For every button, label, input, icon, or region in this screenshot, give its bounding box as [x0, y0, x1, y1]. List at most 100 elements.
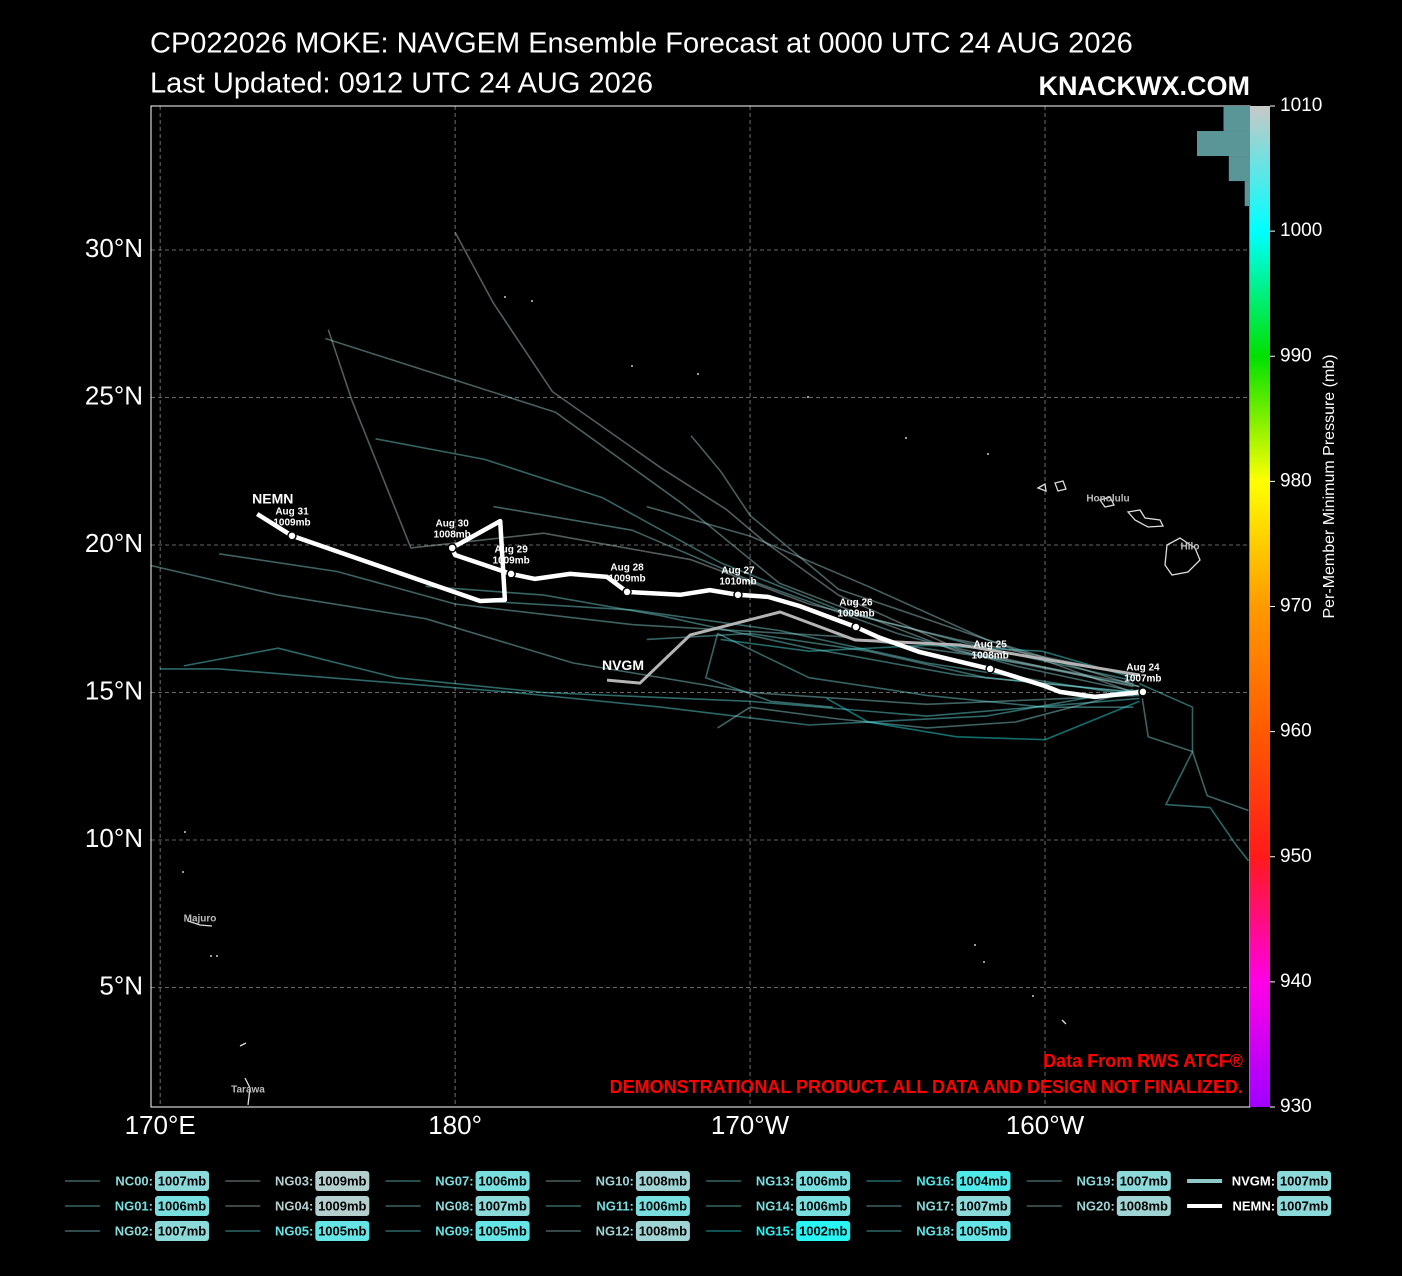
forecast-point [447, 543, 457, 553]
pressure-label: 1007mb [158, 1173, 206, 1188]
legend-label: NG13: [756, 1173, 794, 1188]
pressure-label: 1006mb [639, 1198, 687, 1213]
member-track [160, 668, 1134, 726]
pressure-label: 1009mb [318, 1173, 366, 1188]
pressure-label: 1007mb [478, 1198, 526, 1213]
legend-label: NG03: [275, 1173, 313, 1188]
legend-label: NG12: [596, 1223, 634, 1238]
islet [697, 373, 699, 375]
chart-subtitle: Last Updated: 0912 UTC 24 AUG 2026 [150, 68, 653, 100]
colorbar-label: Per-Member Minimum Pressure (mb) [1321, 354, 1338, 618]
colorbar [1250, 106, 1270, 1107]
pressure-box [796, 1171, 851, 1191]
legend-label: NVGM: [1232, 1173, 1275, 1188]
islet [210, 955, 212, 957]
member-track [1141, 698, 1249, 812]
member-track [720, 638, 1134, 679]
member-track [690, 435, 1140, 688]
member-track [327, 329, 1134, 676]
colorbar-tick-label: 960 [1280, 721, 1312, 742]
islet [987, 453, 989, 455]
pressure-box [635, 1221, 690, 1241]
pressure-box [155, 1196, 209, 1216]
x-tick-label: 170°E [125, 1110, 196, 1140]
islet [807, 396, 809, 398]
islet [974, 944, 976, 946]
pressure-label: 1006mb [799, 1173, 847, 1188]
pressure-label: 1005mb [478, 1223, 526, 1238]
y-tick-label: 15°N [85, 675, 143, 705]
legend-label: NG17: [916, 1198, 954, 1213]
legend-label: NG09: [435, 1223, 473, 1238]
member-track [705, 632, 1134, 708]
forecast-date: Aug 24 [1126, 663, 1160, 674]
islands [187, 480, 1201, 1106]
histogram-bar [1228, 156, 1250, 182]
pressure-box [315, 1196, 370, 1216]
histogram-bar [1197, 131, 1250, 157]
islet [184, 831, 186, 833]
pressure-label: 1009mb [318, 1198, 366, 1213]
pressure-box [956, 1171, 1011, 1191]
place-label: Honolulu [1086, 494, 1129, 505]
colorbar-tick-label: 990 [1280, 345, 1312, 366]
pressure-label: 1007mb [1120, 1173, 1168, 1188]
forecast-pressure: 1009mb [837, 609, 874, 620]
forecast-date: Aug 27 [721, 565, 755, 576]
pressure-label: 1002mb [799, 1223, 847, 1238]
pressure-label: 1006mb [799, 1198, 847, 1213]
member-track [826, 697, 1140, 741]
pressure-box [956, 1196, 1011, 1216]
pressure-box [155, 1221, 209, 1241]
legend-label: NG11: [596, 1198, 634, 1213]
pressure-box [1277, 1196, 1332, 1216]
member-track [425, 585, 1134, 694]
mean-track [606, 610, 1141, 685]
legend-label: NG05: [275, 1223, 313, 1238]
legend-label: NG15: [756, 1223, 794, 1238]
legend-label: NG07: [435, 1173, 473, 1188]
y-tick-label: 25°N [85, 380, 143, 410]
member-track [1139, 682, 1250, 862]
source-note: Data From RWS ATCF® [1043, 1051, 1243, 1071]
pressure-box [635, 1171, 690, 1191]
legend-label: NG04: [275, 1198, 313, 1213]
pressure-box [956, 1221, 1011, 1241]
pressure-label: 1007mb [959, 1198, 1007, 1213]
pressure-label: 1005mb [959, 1223, 1007, 1238]
pressure-box [475, 1221, 530, 1241]
forecast-date: Aug 31 [275, 506, 309, 517]
pressure-label: 1007mb [1280, 1198, 1328, 1213]
histogram-bar [1223, 106, 1250, 132]
pressure-label: 1008mb [639, 1173, 687, 1188]
disclaimer: DEMONSTRATIONAL PRODUCT. ALL DATA AND DE… [610, 1077, 1243, 1097]
forecast-date: Aug 25 [973, 640, 1007, 651]
islets [182, 296, 1034, 997]
island [1126, 509, 1165, 528]
islet [1032, 995, 1034, 997]
legend-label: NG14: [756, 1198, 794, 1213]
place-labels: Honolulu Hilo Majuro Tarawa [184, 494, 1200, 1096]
legend-label: NEMN: [1232, 1198, 1275, 1213]
colorbar-tick-label: 1010 [1280, 95, 1322, 116]
member-track [325, 337, 1134, 685]
islet [531, 300, 533, 302]
pressure-label: 1005mb [318, 1223, 366, 1238]
island [1164, 537, 1201, 576]
pressure-label: 1006mb [158, 1198, 206, 1213]
island [1054, 480, 1067, 492]
pressure-label: 1008mb [639, 1223, 687, 1238]
member-track [151, 564, 1140, 706]
islet [216, 955, 218, 957]
pressure-box [1116, 1171, 1171, 1191]
colorbar-tick-label: 980 [1280, 470, 1312, 491]
y-tick-label: 20°N [85, 528, 143, 558]
member-track [481, 600, 1134, 697]
colorbar-tick-label: 1000 [1280, 220, 1322, 241]
pressure-box [475, 1171, 530, 1191]
legend-label: NG18: [916, 1223, 954, 1238]
forecast-point [1138, 687, 1148, 697]
